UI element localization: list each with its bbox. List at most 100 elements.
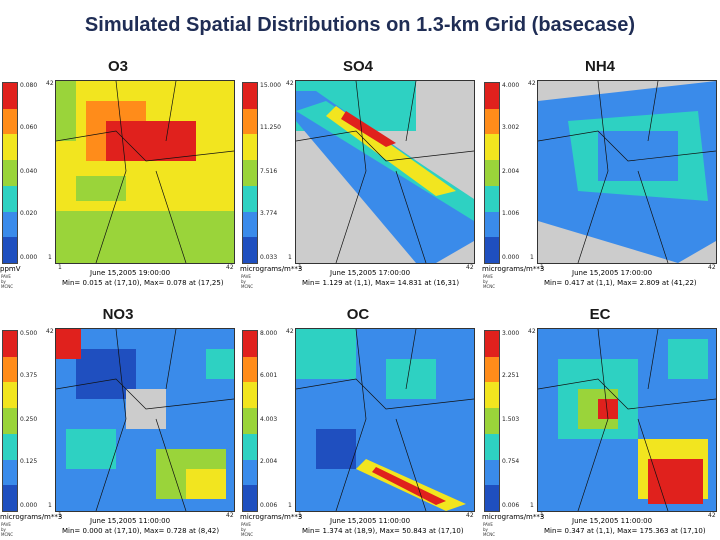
timestamp: June 15,2005 19:00:00: [90, 269, 171, 277]
colorbar-tick: 0.375: [20, 372, 38, 379]
panel-title: NH4: [584, 58, 615, 75]
corner-label: PAVE by MCNC: [483, 522, 496, 537]
unit-label: micrograms/m**3: [482, 265, 545, 273]
colorbar-tick: 0.125: [20, 458, 38, 465]
corner-label: PAVE by MCNC: [241, 522, 254, 537]
concentration-map: [55, 328, 235, 512]
axis-right-label: 42: [226, 512, 234, 519]
colorbar: [242, 82, 258, 264]
min-max-readout: Min= 1.129 at (1,1), Max= 14.831 at (16,…: [302, 279, 460, 287]
concentration-map: [295, 80, 475, 264]
axis-left-label: 1: [298, 264, 302, 271]
axis-left-label: 1: [58, 512, 62, 519]
colorbar: [484, 82, 500, 264]
colorbar-tick: 0.033: [260, 254, 278, 261]
panel-title: SO4: [342, 58, 373, 75]
colorbar: [2, 82, 18, 264]
panel-so4: SO4 15.000 11.250 7.516 3.774 0.033 42 1 1 4…: [240, 58, 476, 290]
colorbar-tick: 2.004: [502, 168, 520, 175]
axis-left-label: 1: [58, 264, 62, 271]
panel-oc: OC 8.000 6.001 4.003 2.004 0.006 42 1 1 42 m…: [240, 306, 476, 538]
colorbar-tick: 0.500: [20, 330, 38, 337]
colorbar-tick: 3.774: [260, 210, 278, 217]
axis-right-label: 42: [226, 264, 234, 271]
colorbar-tick: 2.004: [260, 458, 278, 465]
panel-title: EC: [589, 306, 611, 323]
concentration-map: [295, 328, 475, 512]
colorbar-tick: 3.002: [502, 124, 520, 131]
colorbar-tick: 7.516: [260, 168, 278, 175]
colorbar-tick: 0.080: [20, 82, 38, 89]
min-max-readout: Min= 0.015 at (17,10), Max= 0.078 at (17…: [62, 279, 224, 287]
unit-label: micrograms/m**3: [240, 513, 303, 521]
axis-right-label: 42: [466, 264, 474, 271]
timestamp: June 15,2005 11:00:00: [330, 517, 411, 525]
axis-bottom-label: 1: [288, 502, 292, 509]
axis-right-label: 42: [466, 512, 474, 519]
axis-bottom-label: 1: [48, 254, 52, 261]
panel-title: OC: [346, 306, 370, 323]
panel-nh4: NH4 4.000 3.002 2.004 1.006 0.000 42 1 1 42 …: [482, 58, 718, 290]
timestamp: June 15,2005 11:00:00: [90, 517, 171, 525]
axis-left-label: 1: [540, 512, 544, 519]
axis-right-label: 42: [708, 264, 716, 271]
corner-label: PAVE by MCNC: [241, 274, 254, 289]
axis-top-label: 42: [528, 80, 536, 87]
corner-label: PAVE by MCNC: [483, 274, 496, 289]
colorbar-tick: 0.020: [20, 210, 38, 217]
min-max-readout: Min= 0.000 at (17,10), Max= 0.728 at (8,…: [62, 527, 220, 535]
timestamp: June 15,2005 11:00:00: [572, 517, 653, 525]
colorbar-tick: 0.006: [260, 502, 278, 509]
colorbar-tick: 0.000: [502, 254, 520, 261]
axis-top-label: 42: [46, 80, 54, 87]
colorbar: [2, 330, 18, 512]
min-max-readout: Min= 1.374 at (18,9), Max= 50.843 at (17…: [302, 527, 464, 535]
axis-top-label: 42: [286, 80, 294, 87]
colorbar: [484, 330, 500, 512]
min-max-readout: Min= 0.417 at (1,1), Max= 2.809 at (41,2…: [544, 279, 697, 287]
panel-o3: O3 0.080 0.060 0.040 0.020 0.000 42 1 1 42 p…: [0, 58, 236, 290]
colorbar-tick: 0.000: [20, 502, 38, 509]
colorbar-tick: 0.250: [20, 416, 38, 423]
colorbar-tick: 6.001: [260, 372, 278, 379]
colorbar-tick: 2.251: [502, 372, 520, 379]
colorbar-tick: 0.000: [20, 254, 38, 261]
axis-left-label: 1: [298, 512, 302, 519]
concentration-map: [537, 328, 717, 512]
timestamp: June 15,2005 17:00:00: [572, 269, 653, 277]
axis-bottom-label: 1: [288, 254, 292, 261]
panel-title: O3: [107, 58, 128, 75]
panel-no3: NO3 0.500 0.375 0.250 0.125 0.000 42 1 1 42 …: [0, 306, 236, 538]
colorbar-tick: 8.000: [260, 330, 278, 337]
page-title: Simulated Spatial Distributions on 1.3-k…: [84, 14, 636, 36]
axis-top-label: 42: [46, 328, 54, 335]
unit-label: micrograms/m**3: [240, 265, 303, 273]
timestamp: June 15,2005 17:00:00: [330, 269, 411, 277]
unit-label: micrograms/m**3: [0, 513, 63, 521]
panel-ec: EC 3.000 2.251 1.503 0.754 0.006 42 1 1 42 m…: [482, 306, 718, 538]
axis-right-label: 42: [708, 512, 716, 519]
unit-label: micrograms/m**3: [482, 513, 545, 521]
axis-bottom-label: 1: [48, 502, 52, 509]
colorbar-tick: 1.503: [502, 416, 520, 423]
corner-label: PAVE by MCNC: [1, 274, 14, 289]
concentration-map: [537, 80, 717, 264]
colorbar-tick: 0.754: [502, 458, 520, 465]
colorbar-tick: 0.006: [502, 502, 520, 509]
axis-top-label: 42: [528, 328, 536, 335]
axis-bottom-label: 1: [530, 502, 534, 509]
colorbar-tick: 0.040: [20, 168, 38, 175]
colorbar-tick: 11.250: [260, 124, 281, 131]
colorbar-tick: 3.000: [502, 330, 520, 337]
axis-top-label: 42: [286, 328, 294, 335]
colorbar-tick: 0.060: [20, 124, 38, 131]
colorbar: [242, 330, 258, 512]
corner-label: PAVE by MCNC: [1, 522, 14, 537]
axis-left-label: 1: [540, 264, 544, 271]
unit-label: ppmV: [0, 265, 21, 273]
colorbar-tick: 1.006: [502, 210, 520, 217]
min-max-readout: Min= 0.347 at (1,1), Max= 175.363 at (17…: [544, 527, 706, 535]
colorbar-tick: 4.000: [502, 82, 520, 89]
panel-title: NO3: [102, 306, 134, 323]
axis-bottom-label: 1: [530, 254, 534, 261]
